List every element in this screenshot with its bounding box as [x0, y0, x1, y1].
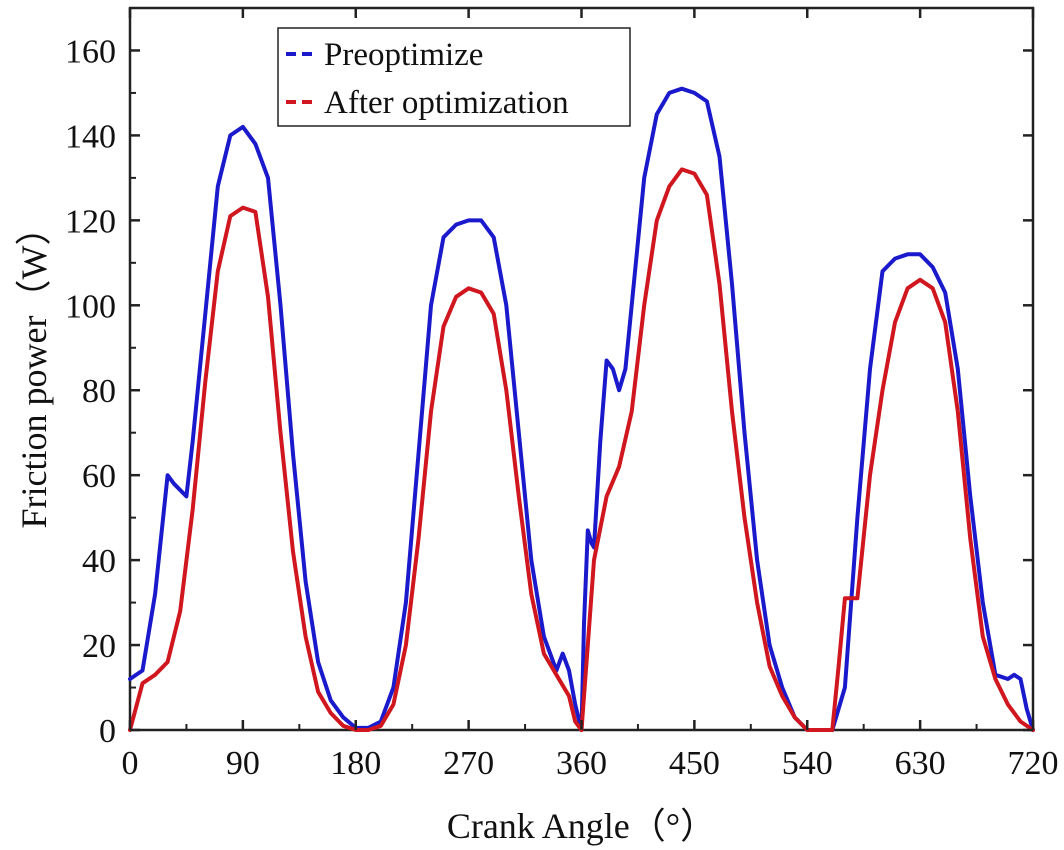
x-tick-label: 180: [330, 745, 381, 782]
axis-ticks: [128, 8, 1035, 732]
x-tick-label: 270: [443, 745, 494, 782]
x-tick-label: 630: [895, 745, 946, 782]
x-axis-title: Crank Angle（°）: [447, 806, 716, 846]
series-lines: [128, 86, 1035, 732]
y-axis-title: Friction power（W）: [14, 210, 54, 529]
x-tick-label: 450: [669, 745, 720, 782]
x-tick-label: 0: [122, 745, 139, 782]
x-tick-label: 90: [226, 745, 260, 782]
y-tick-label: 140: [65, 118, 116, 155]
legend-label: After optimization: [324, 85, 569, 121]
y-tick-label: 0: [99, 713, 116, 750]
legend-box: [277, 27, 631, 127]
legend-label: Preoptimize: [324, 37, 483, 73]
y-tick-label: 60: [82, 458, 116, 495]
x-tick-label: 720: [1008, 745, 1059, 782]
tick-labels: 0 90 180 270 360 450 540 630 720 0 20 40 60 80 100 120 1…: [65, 33, 1059, 782]
series-line-after-optimization: [128, 167, 1035, 732]
y-tick-label: 120: [65, 203, 116, 240]
series-line-preoptimize: [128, 86, 1035, 732]
x-tick-label: 540: [782, 745, 833, 782]
y-tick-label: 40: [82, 543, 116, 580]
legend: Preoptimize After optimization: [277, 27, 631, 127]
y-tick-label: 100: [65, 288, 116, 325]
y-tick-label: 80: [82, 373, 116, 410]
x-tick-label: 360: [556, 745, 607, 782]
y-tick-label: 20: [82, 628, 116, 665]
y-tick-label: 160: [65, 33, 116, 70]
